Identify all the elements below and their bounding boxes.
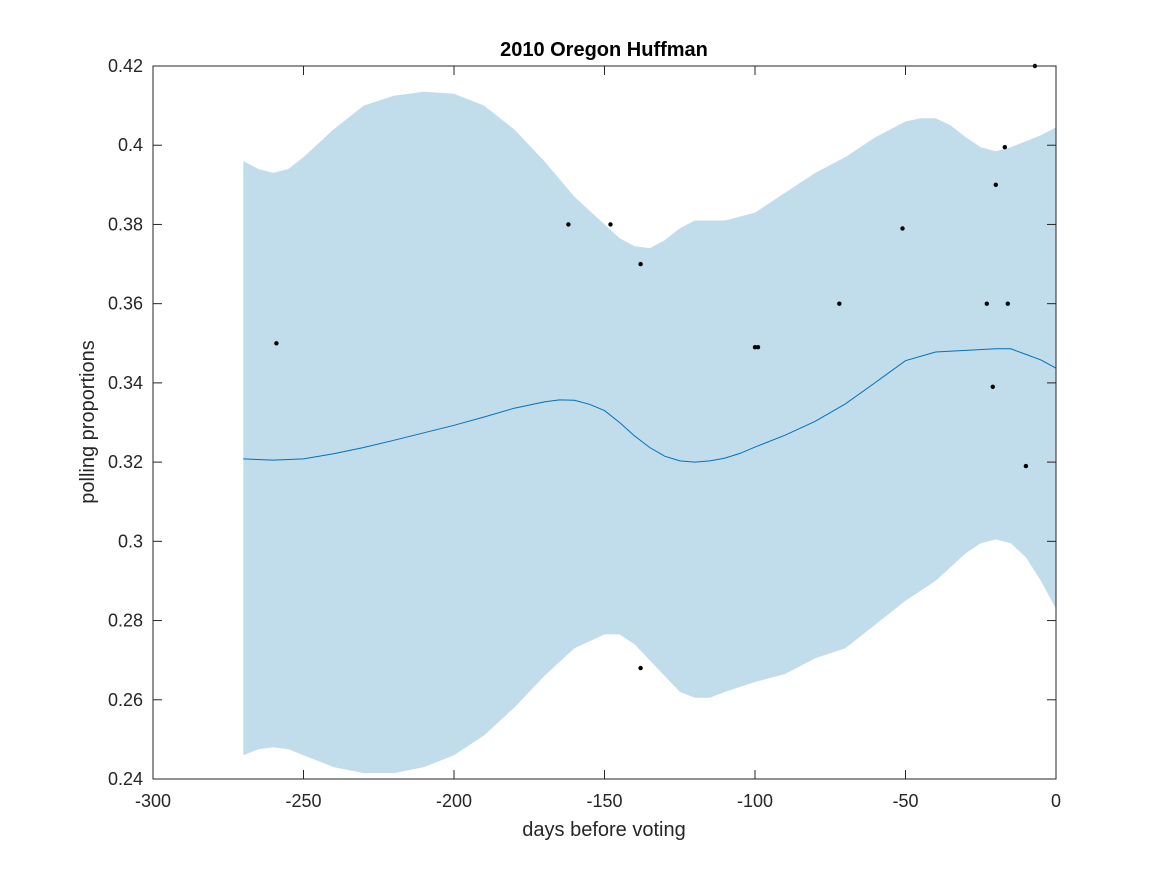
poll-point <box>1023 463 1029 469</box>
y-tick-label: 0.42 <box>108 56 143 76</box>
x-tick-label: -150 <box>586 791 622 811</box>
y-tick-label: 0.32 <box>108 452 143 472</box>
y-tick-label: 0.28 <box>108 611 143 631</box>
x-tick-label: -100 <box>737 791 773 811</box>
poll-point <box>755 345 761 350</box>
poll-point <box>993 182 998 187</box>
axes-layer: -300 -250 -200 -150 -100 -50 0 0.24 0.26 0.28 0.3 0… <box>108 56 1061 811</box>
poll-point <box>984 301 989 306</box>
poll-point <box>1005 301 1010 306</box>
poll-point <box>990 384 995 389</box>
x-axis-title: days before voting <box>522 819 685 841</box>
y-tick-label: 0.38 <box>108 214 143 234</box>
x-tick-label: -200 <box>436 791 472 811</box>
chart-title: 2010 Oregon Huffman <box>500 39 708 61</box>
x-tick-label: -250 <box>285 791 321 811</box>
y-axis-title: polling proportions <box>77 340 99 503</box>
poll-point <box>608 222 613 227</box>
y-tick-label: 0.4 <box>118 135 143 155</box>
poll-point <box>638 261 643 267</box>
plot-area <box>243 63 1057 774</box>
poll-point <box>274 341 279 346</box>
x-tick-label: 0 <box>1051 791 1061 811</box>
y-tick-label: 0.26 <box>108 690 143 710</box>
poll-point <box>1002 145 1007 150</box>
y-tick-label: 0.36 <box>108 294 143 314</box>
poll-point <box>837 301 842 306</box>
trend-line <box>243 348 1057 463</box>
x-tick-label: -300 <box>135 791 171 811</box>
y-tick-label: 0.34 <box>108 373 143 393</box>
x-tick-label: -50 <box>892 791 918 811</box>
poll-point <box>638 665 643 671</box>
y-tick-label: 0.3 <box>118 531 143 551</box>
confidence-band <box>243 91 1057 774</box>
poll-point <box>900 226 905 231</box>
y-tick-label: 0.24 <box>108 769 143 789</box>
poll-point <box>566 222 571 227</box>
